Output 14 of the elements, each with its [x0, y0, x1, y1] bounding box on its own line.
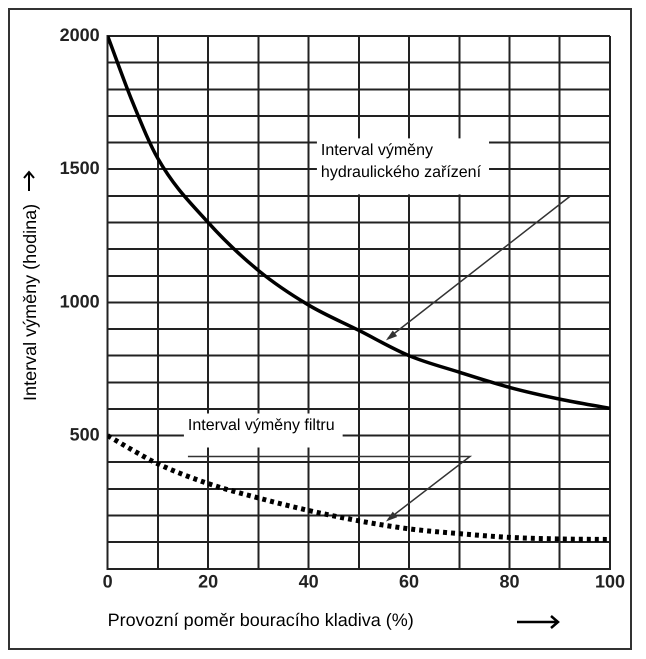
- annotation: Interval výměny filtru: [188, 416, 335, 434]
- x-tick-label: 40: [298, 572, 319, 592]
- x-tick-label: 60: [399, 572, 420, 592]
- x-tick-label: 80: [500, 572, 520, 592]
- annotation: Interval výměny hydraulického zařízení: [320, 142, 482, 181]
- y-tick-label: 500: [70, 424, 100, 445]
- x-tick-label: 0: [102, 572, 113, 592]
- y-axis-title: Interval výměny (hodina): [20, 204, 40, 401]
- y-tick-label: 1000: [60, 291, 100, 312]
- x-axis-title: Provozní poměr bouracího kladiva (%): [108, 610, 414, 630]
- x-tick-label: 100: [594, 572, 626, 592]
- x-tick-label: 20: [198, 572, 218, 592]
- y-tick-label: 1500: [60, 158, 100, 178]
- y-tick-label: 2000: [60, 24, 100, 45]
